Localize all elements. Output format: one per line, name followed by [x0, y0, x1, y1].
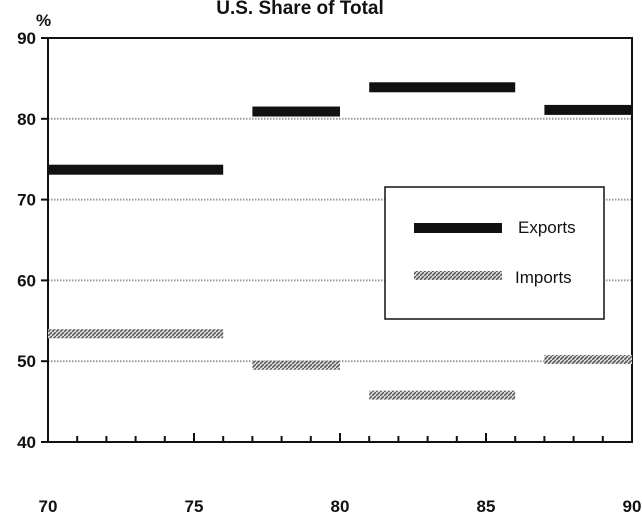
y-axis-label: % [36, 11, 51, 30]
imports-segment [544, 355, 632, 365]
legend-box [384, 186, 605, 320]
exports-segment [48, 164, 224, 175]
exports-segment [369, 82, 516, 93]
x-tick-label: 90 [623, 497, 642, 516]
x-tick-labels: 70 75 80 85 90 [39, 497, 642, 516]
chart-title: U.S. Share of Total [216, 0, 384, 19]
x-tick-label: 80 [331, 497, 350, 516]
x-tick-label: 70 [39, 497, 58, 516]
x-tick-label: 75 [185, 497, 204, 516]
legend-label-imports: Imports [515, 268, 572, 287]
y-tick-label: 40 [17, 433, 36, 452]
imports-segment [369, 390, 516, 400]
y-tick-label: 80 [17, 110, 36, 129]
exports-segment [252, 106, 340, 117]
exports-segment [544, 104, 632, 115]
imports-segment [252, 360, 340, 370]
axis-ticks [41, 37, 633, 443]
y-tick-label: 50 [17, 352, 36, 371]
x-tick-label: 85 [477, 497, 496, 516]
y-tick-label: 60 [17, 271, 36, 290]
imports-segment [48, 329, 224, 339]
legend: Exports Imports [384, 186, 605, 320]
legend-swatch-exports [414, 223, 502, 233]
y-tick-label: 70 [17, 191, 36, 210]
y-tick-labels: 40 50 60 70 80 90 [17, 29, 36, 452]
legend-swatch-imports [414, 271, 502, 280]
legend-label-exports: Exports [518, 218, 576, 237]
series-layer [48, 82, 632, 400]
y-tick-label: 90 [17, 29, 36, 48]
